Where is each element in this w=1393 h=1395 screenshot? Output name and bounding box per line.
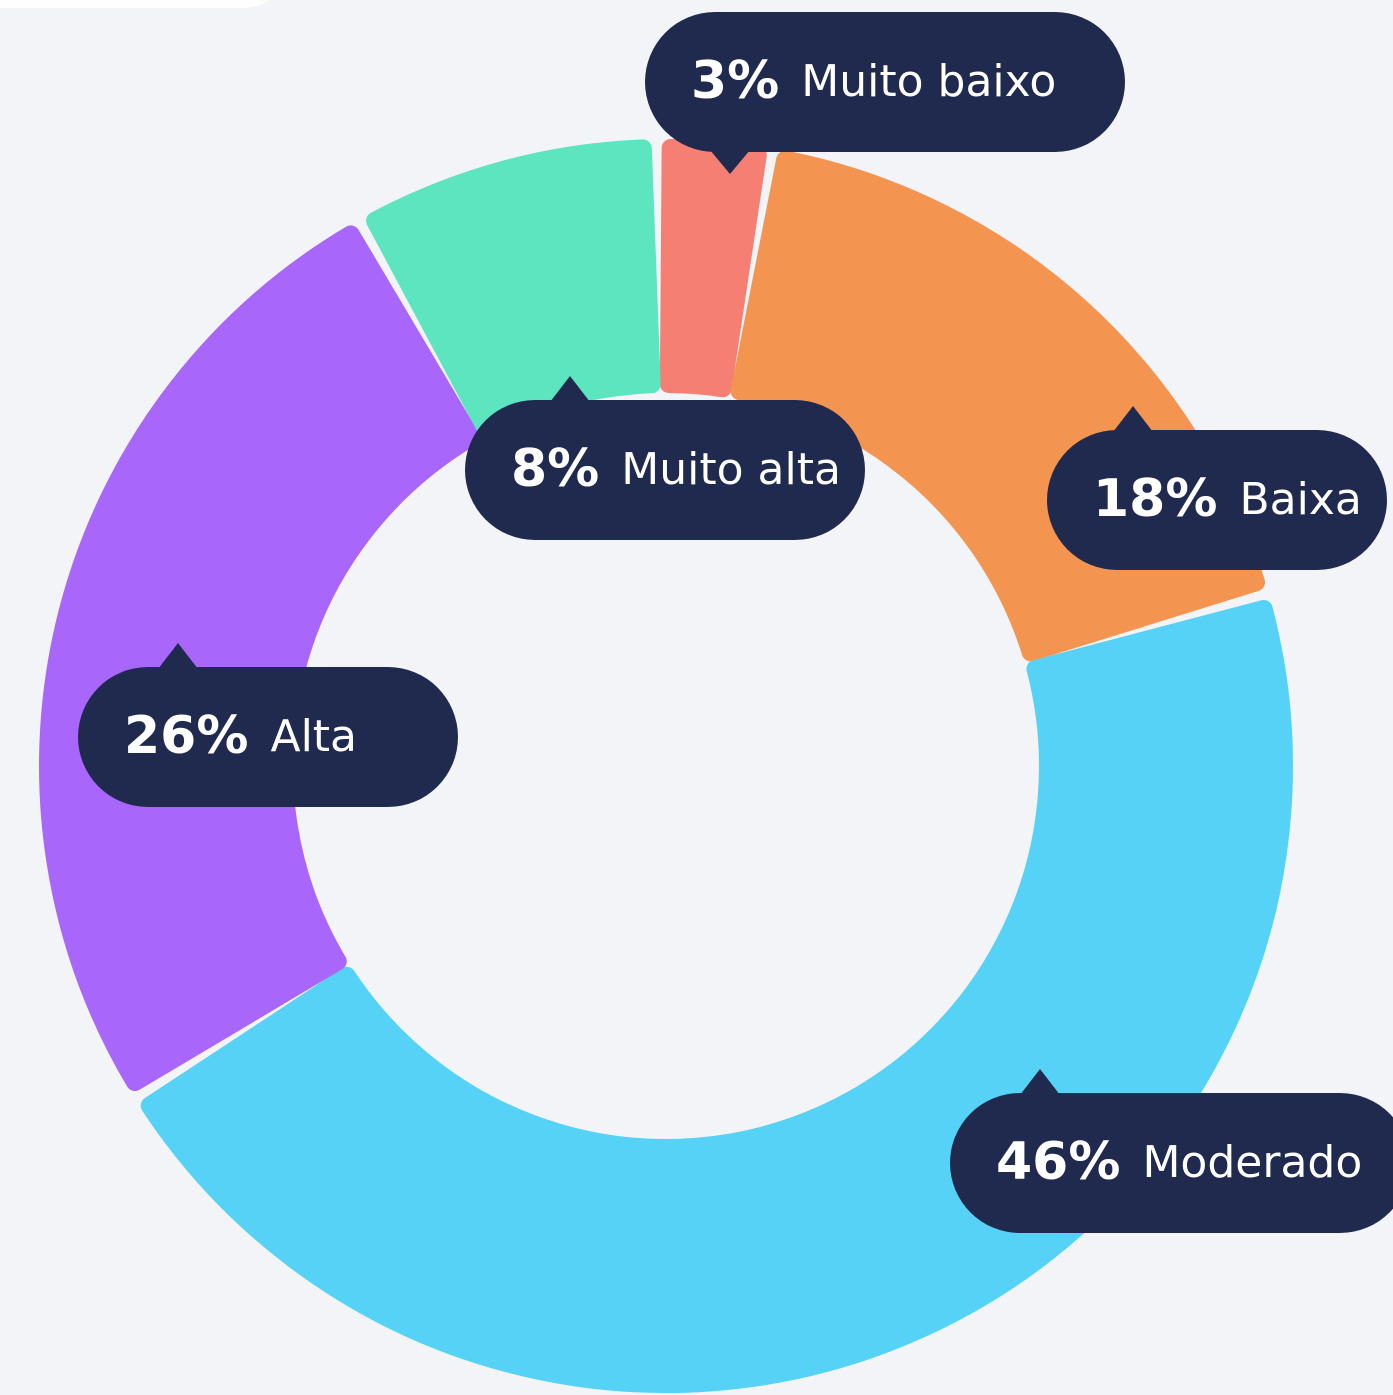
tooltip-pointer: [550, 376, 590, 402]
tooltip: 18% Baixa: [1047, 406, 1387, 570]
category-label: Moderado: [1142, 1137, 1362, 1188]
category-label: Alta: [270, 711, 357, 762]
tooltip-box: [645, 12, 1125, 152]
category-label: Muito baixo: [801, 56, 1056, 107]
value-label: 8%: [511, 439, 599, 499]
value-label: 26%: [124, 706, 248, 766]
tooltips: 3% Muito baixo 18% Baixa 46% Moderado 26% Alta 8…: [78, 12, 1393, 1233]
value-label: 18%: [1093, 469, 1217, 529]
tooltip: 3% Muito baixo: [645, 12, 1125, 174]
value-label: 3%: [691, 51, 779, 111]
card-edge: [0, 0, 270, 8]
tooltip-pointer: [1113, 406, 1153, 432]
donut-segment: [39, 225, 481, 1092]
category-label: Baixa: [1239, 474, 1361, 525]
value-label: 46%: [996, 1132, 1120, 1192]
tooltip-box: [78, 667, 458, 807]
tooltip-box: [1047, 430, 1387, 570]
tooltip-pointer: [710, 150, 750, 174]
tooltip: 46% Moderado: [950, 1069, 1393, 1233]
tooltip-box: [950, 1093, 1393, 1233]
category-label: Muito alta: [621, 444, 841, 495]
tooltip: 26% Alta: [78, 643, 458, 807]
tooltip-pointer: [158, 643, 198, 669]
tooltip-box: [465, 400, 865, 540]
tooltip-pointer: [1020, 1069, 1060, 1095]
tooltip: 8% Muito alta: [465, 376, 865, 540]
